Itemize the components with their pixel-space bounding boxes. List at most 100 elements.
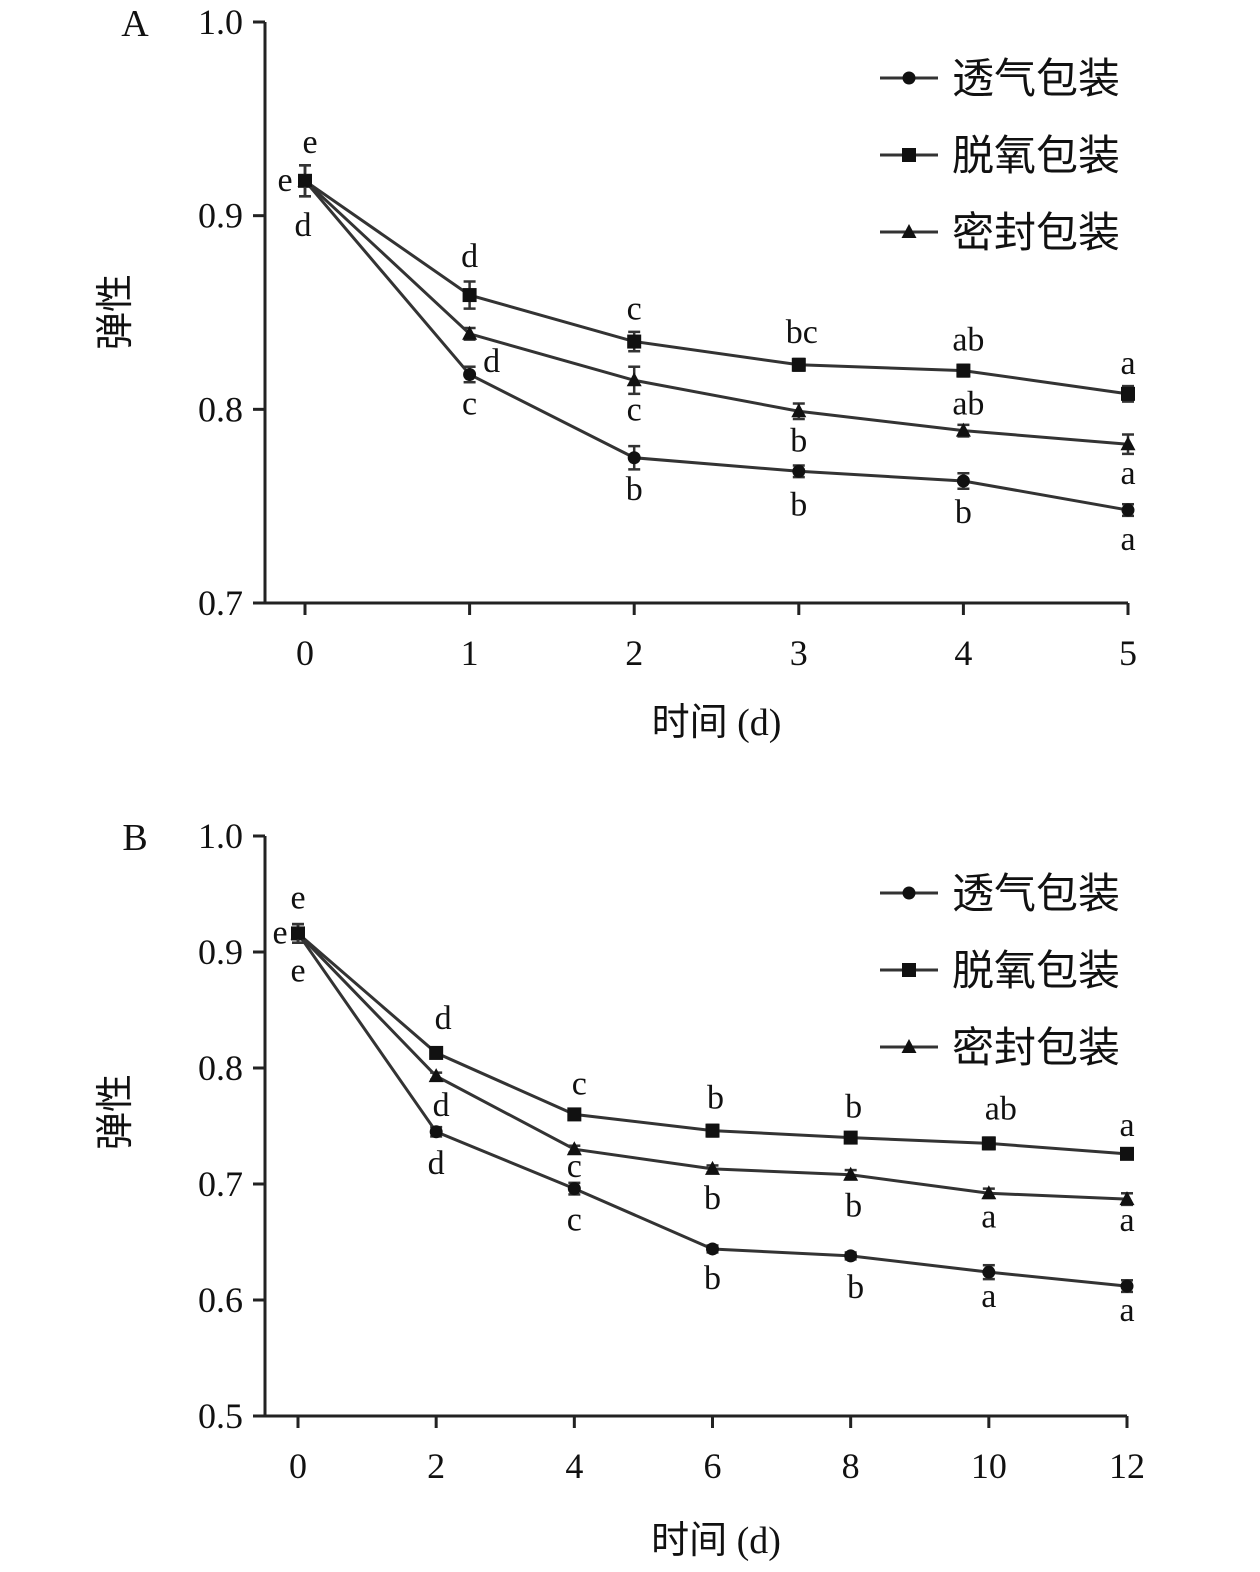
- significance-label: d: [435, 1000, 452, 1037]
- data-point-square: [843, 1130, 858, 1145]
- data-point-circle: [627, 451, 641, 465]
- significance-label: b: [704, 1180, 721, 1217]
- x-tick-label: 4: [954, 633, 972, 673]
- series-circle: ecb b ba: [277, 162, 1135, 558]
- data-point-square: [627, 334, 642, 349]
- data-point-circle: [1121, 503, 1135, 517]
- significance-label: a: [1120, 455, 1135, 492]
- significance-label: b: [845, 1188, 862, 1225]
- significance-label: c: [627, 391, 642, 428]
- x-tick-label: 2: [427, 1446, 445, 1486]
- x-tick-label: 3: [790, 633, 808, 673]
- y-tick-label: 0.8: [198, 389, 243, 429]
- x-tick-label: 0: [289, 1446, 307, 1486]
- data-point-square: [791, 357, 806, 372]
- data-point-square: [429, 1045, 444, 1060]
- data-point-triangle: [462, 325, 478, 340]
- significance-label: c: [462, 385, 477, 422]
- data-point-square: [1120, 1146, 1134, 1161]
- series-line-triangle: [303, 179, 1129, 446]
- x-axis-title: 时间 (d): [651, 1520, 781, 1562]
- significance-label: e: [302, 124, 317, 161]
- significance-label: e: [290, 952, 305, 989]
- legend-marker-square: [902, 148, 916, 162]
- significance-label: ab: [952, 322, 984, 359]
- legend-marker-triangle: [901, 1039, 917, 1053]
- y-tick-label: 0.9: [198, 932, 243, 972]
- significance-label: b: [845, 1089, 862, 1126]
- significance-label: ab: [952, 386, 984, 423]
- data-point-circle: [792, 464, 806, 478]
- x-tick-label: 1: [461, 633, 479, 673]
- data-point-triangle: [297, 172, 313, 187]
- data-point-circle: [956, 474, 970, 488]
- data-point-circle: [1120, 1279, 1134, 1293]
- data-point-triangle: [705, 1160, 720, 1175]
- significance-label: a: [1119, 1292, 1134, 1329]
- legend-marker-circle: [902, 886, 916, 900]
- data-point-triangle: [843, 1166, 859, 1181]
- significance-label: a: [981, 1278, 996, 1315]
- x-tick-label: 0: [296, 633, 314, 673]
- x-tick-label: 12: [1109, 1446, 1145, 1486]
- data-point-triangle: [1119, 1191, 1135, 1206]
- x-tick-label: 2: [625, 633, 643, 673]
- data-point-square: [705, 1123, 720, 1138]
- x-tick-label: 5: [1119, 633, 1137, 673]
- data-point-circle: [429, 1125, 443, 1139]
- significance-label: e: [272, 914, 287, 951]
- data-point-square: [956, 363, 971, 378]
- y-tick-label: 1.0: [198, 2, 243, 42]
- significance-label: b: [790, 422, 807, 459]
- y-tick-label: 0.5: [198, 1396, 243, 1436]
- data-point-circle: [463, 367, 477, 381]
- significance-label: e: [277, 162, 292, 199]
- significance-label: b: [626, 471, 643, 508]
- significance-label: a: [1119, 1107, 1134, 1144]
- legend-label: 脱氧包装: [952, 949, 1120, 995]
- y-tick-label: 0.7: [198, 1164, 243, 1204]
- data-point-triangle: [290, 925, 306, 940]
- data-point-triangle: [428, 1068, 444, 1083]
- series-line-circle: [303, 179, 1129, 512]
- significance-label: d: [295, 207, 312, 244]
- significance-label: d: [428, 1145, 445, 1182]
- series-triangle: e d c b b a a: [290, 922, 1135, 1239]
- data-point-triangle: [791, 403, 807, 418]
- panel-label: B: [122, 817, 147, 859]
- data-point-triangle: [1120, 436, 1136, 451]
- significance-label: c: [567, 1202, 582, 1239]
- data-point-triangle: [981, 1185, 997, 1200]
- significance-label: d: [433, 1087, 450, 1124]
- data-point-circle: [982, 1265, 996, 1279]
- significance-label: a: [1119, 1202, 1134, 1239]
- legend-label: 密封包装: [952, 1025, 1120, 1072]
- significance-label: ab: [985, 1090, 1017, 1127]
- significance-label: b: [847, 1269, 864, 1306]
- x-tick-label: 10: [971, 1446, 1007, 1486]
- significance-label: a: [1120, 345, 1135, 382]
- legend-label: 脱氧包装: [952, 134, 1120, 180]
- series-square: e d c bc ab a: [298, 124, 1136, 403]
- y-axis-title: 弹性: [95, 1074, 137, 1150]
- significance-label: b: [955, 494, 972, 531]
- x-tick-label: 8: [842, 1446, 860, 1486]
- data-point-triangle: [626, 372, 642, 387]
- significance-label: b: [790, 486, 807, 523]
- significance-label: a: [1120, 521, 1135, 558]
- data-point-circle: [844, 1249, 858, 1263]
- significance-label: bc: [786, 314, 818, 351]
- legend-marker-circle: [902, 71, 916, 85]
- significance-label: e: [290, 879, 305, 916]
- data-point-square: [567, 1107, 582, 1122]
- y-tick-label: 0.7: [198, 583, 243, 623]
- y-tick-label: 1.0: [198, 816, 243, 856]
- significance-label: d: [483, 343, 500, 380]
- legend-marker-square: [902, 963, 916, 977]
- significance-label: a: [981, 1198, 996, 1235]
